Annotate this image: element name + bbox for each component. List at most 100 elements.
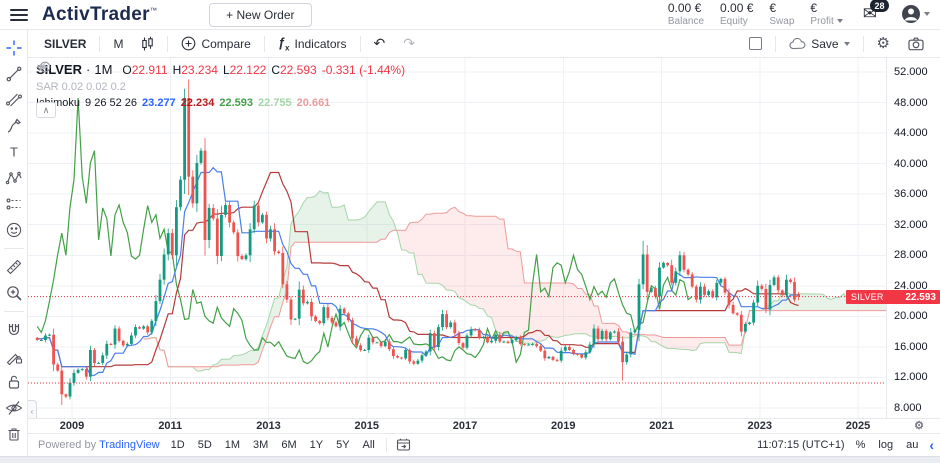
chart-style-button[interactable] bbox=[133, 33, 162, 55]
toolbar-divider bbox=[3, 311, 24, 312]
year-tick-label: 2015 bbox=[354, 420, 379, 432]
mail-icon[interactable]: ✉ 28 bbox=[863, 0, 889, 24]
price-tick-label: 28.000 bbox=[894, 249, 928, 262]
layout-select-button[interactable] bbox=[741, 34, 770, 53]
user-avatar[interactable] bbox=[901, 4, 930, 24]
year-tick-label: 2011 bbox=[158, 420, 183, 432]
bottom-toolbar: Powered by TradingView 1D 5D 1M 3M 6M 1Y… bbox=[28, 433, 940, 456]
hide-drawings-eye-icon[interactable] bbox=[3, 398, 25, 418]
axis-settings-gear-icon[interactable]: ⚙ bbox=[914, 420, 924, 432]
price-tick-label: 20.000 bbox=[894, 310, 928, 323]
percent-scale-button[interactable]: % bbox=[855, 439, 866, 451]
price-tick-label: 32.000 bbox=[894, 218, 928, 231]
range-1y-button[interactable]: 1Y bbox=[309, 439, 324, 451]
ohlc-values: O22.911 H23.234 L22.122 C22.593 -0.331 (… bbox=[122, 62, 405, 79]
chart-plot-area[interactable]: SILVER · 1M O22.911 H23.234 L22.122 C22.… bbox=[28, 58, 886, 418]
range-5y-button[interactable]: 5Y bbox=[336, 439, 350, 451]
auto-scale-button[interactable]: au bbox=[906, 439, 919, 451]
year-tick-label: 2021 bbox=[649, 420, 674, 432]
drawing-mode-lock-icon[interactable] bbox=[3, 346, 25, 366]
toolbar-collapse-handle[interactable]: ‹ bbox=[28, 400, 37, 418]
powered-by-label: Powered by bbox=[38, 439, 97, 451]
range-5d-button[interactable]: 5D bbox=[197, 439, 212, 451]
forecast-tool-icon[interactable] bbox=[3, 194, 25, 214]
svg-text:T: T bbox=[10, 145, 18, 160]
clock-time[interactable]: 11:07:15 (UTC+1) bbox=[757, 439, 845, 451]
year-tick-label: 2013 bbox=[256, 420, 281, 432]
undo-button[interactable]: ↶ bbox=[373, 35, 386, 51]
chart-settings-gear-icon[interactable]: ⚙ bbox=[876, 35, 890, 52]
circle-plus-icon bbox=[182, 36, 196, 51]
tradingview-link[interactable]: TradingView bbox=[99, 439, 160, 451]
price-tick-label: 12.000 bbox=[894, 371, 928, 384]
text-tool-icon[interactable]: T bbox=[3, 142, 25, 162]
timeframe-button[interactable]: M bbox=[113, 36, 124, 51]
delete-drawings-trash-icon[interactable] bbox=[3, 424, 25, 444]
change-value: -0.331 (-1.44%) bbox=[321, 62, 406, 77]
cloud-icon bbox=[789, 37, 806, 49]
year-tick-label: 2009 bbox=[59, 420, 85, 432]
log-scale-button[interactable]: log bbox=[878, 439, 894, 451]
layout-square-icon bbox=[749, 37, 763, 50]
zoom-in-tool-icon[interactable] bbox=[3, 283, 25, 303]
year-tick-label: 2025 bbox=[845, 420, 871, 432]
lock-all-drawings-icon[interactable] bbox=[3, 372, 25, 392]
legend-collapse-button[interactable]: ∧ bbox=[36, 102, 56, 118]
redo-button[interactable]: ↷ bbox=[403, 35, 415, 51]
toolbar-divider bbox=[3, 248, 24, 249]
drawing-toolbar: T bbox=[0, 30, 28, 456]
chart-body: SILVER · 1M O22.911 H23.234 L22.122 C22.… bbox=[28, 58, 940, 418]
candles-icon bbox=[142, 36, 154, 50]
chart-pane: SILVER M Compare ƒx Indicator bbox=[28, 30, 940, 456]
ichimoku-indicator-row[interactable]: Ichimoku 9 26 52 26 23.277 22.234 22.593… bbox=[36, 96, 331, 109]
measure-tool-icon[interactable] bbox=[3, 257, 25, 277]
year-tick-label: 2017 bbox=[452, 420, 478, 432]
chevron-down-icon bbox=[843, 41, 850, 46]
price-tick-label: 8.000 bbox=[894, 402, 922, 414]
compare-button[interactable]: Compare bbox=[173, 33, 258, 54]
balance-stat: 0.00 € Balance bbox=[667, 0, 705, 27]
gann-fib-tool-icon[interactable] bbox=[3, 90, 25, 110]
avatar-icon bbox=[902, 5, 920, 24]
year-tick-label: 2019 bbox=[551, 420, 576, 432]
sar-indicator-row[interactable]: SAR 0.02 0.02 0.2 bbox=[36, 62, 405, 96]
last-price-label: SILVER 22.593 bbox=[846, 290, 940, 304]
save-button[interactable]: Save bbox=[781, 34, 857, 54]
symbol-button[interactable]: SILVER bbox=[44, 36, 87, 51]
chart-legend: SILVER · 1M O22.911 H23.234 L22.122 C22.… bbox=[36, 61, 405, 112]
range-6m-button[interactable]: 6M bbox=[281, 439, 297, 451]
panel-expand-chevron[interactable]: ‹ bbox=[929, 437, 934, 453]
page-bottom-strip bbox=[0, 456, 940, 463]
emoji-tool-icon[interactable] bbox=[3, 220, 25, 240]
brush-tool-icon[interactable] bbox=[3, 116, 25, 136]
range-3m-button[interactable]: 3M bbox=[253, 439, 269, 451]
app-header: ActivTrader™ + New Order 0.00 € Balance … bbox=[0, 0, 940, 30]
pattern-tool-icon[interactable] bbox=[3, 168, 25, 188]
indicators-button[interactable]: ƒx Indicators bbox=[277, 34, 347, 53]
trend-line-tool-icon[interactable] bbox=[3, 64, 25, 84]
time-axis[interactable]: ⚙ 2009 2011 2013 2015 2017 2019 2021 2023 2025 bbox=[28, 418, 940, 433]
menu-icon[interactable] bbox=[10, 8, 28, 21]
price-tick-label: 36.000 bbox=[894, 188, 928, 201]
screenshot-camera-icon[interactable] bbox=[900, 34, 932, 54]
magnet-tool-icon[interactable] bbox=[3, 320, 25, 340]
notification-badge: 28 bbox=[869, 0, 889, 13]
range-1d-button[interactable]: 1D bbox=[170, 439, 185, 451]
legend-symbol[interactable]: SILVER bbox=[36, 62, 82, 77]
go-to-date-icon[interactable] bbox=[396, 438, 411, 452]
legend-timeframe[interactable]: 1M bbox=[94, 62, 113, 77]
price-tick-label: 16.000 bbox=[894, 340, 928, 353]
eye-hidden-icon[interactable] bbox=[36, 61, 48, 73]
fx-icon: ƒx bbox=[277, 34, 290, 53]
chart-toolbar: SILVER M Compare ƒx Indicator bbox=[28, 30, 940, 58]
range-1m-button[interactable]: 1M bbox=[224, 439, 241, 451]
price-tick-label: 52.000 bbox=[894, 66, 928, 78]
price-chart[interactable] bbox=[28, 58, 886, 418]
new-order-button[interactable]: + New Order bbox=[209, 2, 312, 27]
price-axis[interactable]: 52.000 48.000 44.000 40.000 36.000 32.000 28.0… bbox=[886, 58, 940, 418]
range-all-button[interactable]: All bbox=[362, 439, 375, 451]
swap-stat: € Swap bbox=[769, 0, 795, 27]
profit-stat[interactable]: € Profit bbox=[810, 1, 843, 27]
crosshair-tool-icon[interactable] bbox=[3, 38, 25, 58]
